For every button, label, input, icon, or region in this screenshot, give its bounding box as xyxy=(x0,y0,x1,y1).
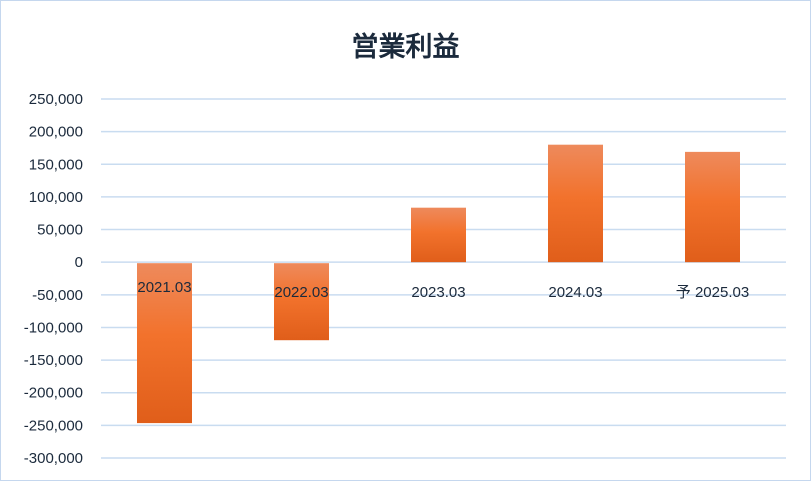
x-category-label: 2023.03 xyxy=(411,284,465,301)
bar-2021.03 xyxy=(137,263,192,424)
y-tick-label: -100,000 xyxy=(24,319,83,336)
y-tick-label: -250,000 xyxy=(24,417,83,434)
bar-2024.03 xyxy=(548,144,603,263)
y-tick-label: -300,000 xyxy=(24,450,83,467)
y-tick-label: -50,000 xyxy=(32,287,83,304)
chart-title: 営業利益 xyxy=(351,32,460,63)
bar-2023.03 xyxy=(411,207,466,263)
y-tick-label: 250,000 xyxy=(29,91,83,108)
bar-2022.03 xyxy=(274,263,329,341)
x-category-label: 2021.03 xyxy=(137,279,191,296)
x-category-label: 2022.03 xyxy=(274,284,328,301)
y-tick-label: -150,000 xyxy=(24,352,83,369)
x-category-label: 2024.03 xyxy=(548,284,602,301)
x-category-label: 予 2025.03 xyxy=(676,284,749,301)
y-tick-label: 150,000 xyxy=(29,156,83,173)
bar-予2025.03 xyxy=(685,151,740,263)
y-tick-label: 50,000 xyxy=(37,222,83,239)
y-tick-label: 200,000 xyxy=(29,124,83,141)
y-tick-label: 0 xyxy=(75,254,83,271)
y-tick-label: -200,000 xyxy=(24,385,83,402)
y-tick-label: 100,000 xyxy=(29,189,83,206)
